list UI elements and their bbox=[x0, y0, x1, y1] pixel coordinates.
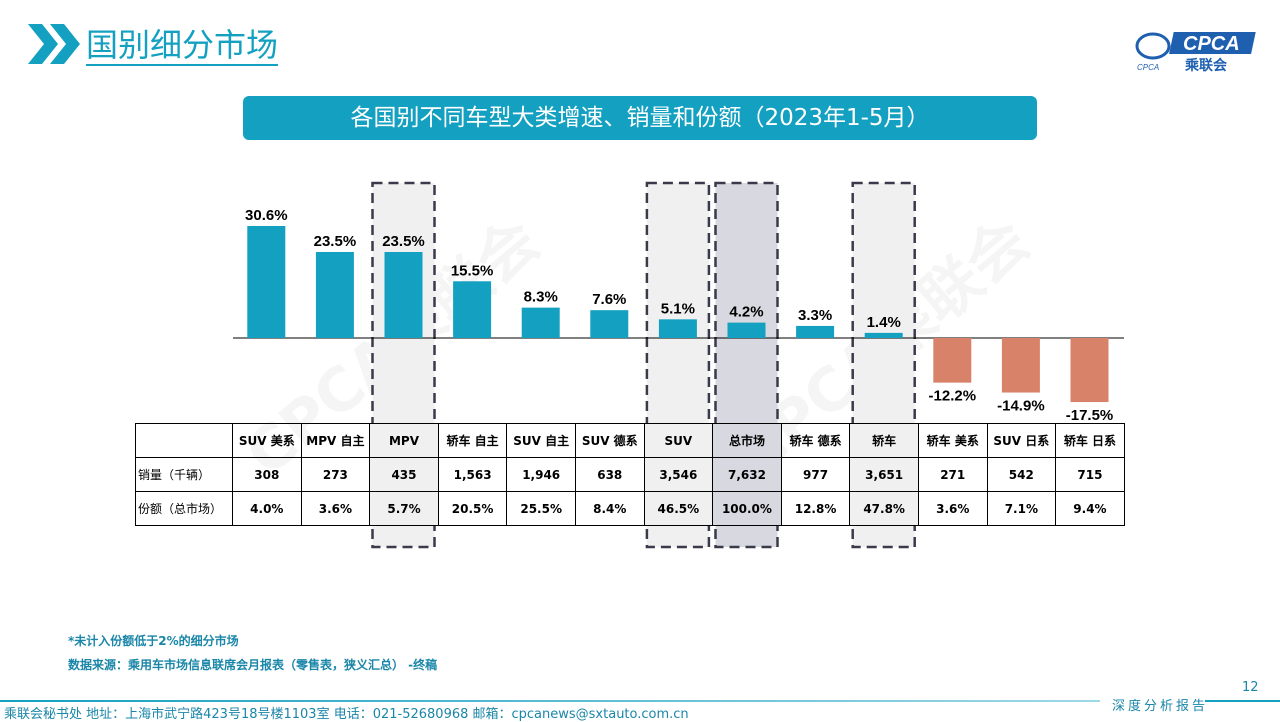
data-label: 15.5% bbox=[451, 262, 494, 279]
column-header: 轿车 日系 bbox=[1055, 423, 1125, 458]
column-header: SUV 美系 bbox=[232, 423, 302, 458]
table-cell: 542 bbox=[986, 457, 1057, 492]
bar bbox=[1001, 338, 1040, 393]
bar bbox=[933, 338, 972, 383]
bar bbox=[315, 251, 354, 338]
table-cell: 3,651 bbox=[849, 457, 919, 492]
bar bbox=[864, 332, 903, 338]
table-cell: 7.1% bbox=[986, 491, 1057, 526]
data-source: 数据来源：乘用车市场信息联席会月报表（零售表，狭义汇总） -终稿 bbox=[68, 658, 438, 672]
table-cell: 47.8% bbox=[849, 491, 919, 526]
table-cell: 100.0% bbox=[712, 491, 782, 526]
page-title: 国别细分市场 bbox=[86, 26, 279, 66]
column-header: MPV bbox=[369, 423, 439, 458]
column-header: SUV 德系 bbox=[574, 423, 645, 458]
row-label: 份额（总市场） bbox=[135, 491, 233, 526]
column-header: SUV 日系 bbox=[986, 423, 1057, 458]
column-header: SUV bbox=[643, 423, 714, 458]
data-label: 5.1% bbox=[661, 300, 695, 317]
bar bbox=[521, 307, 560, 338]
bar bbox=[453, 281, 492, 338]
data-label: 1.4% bbox=[867, 314, 901, 331]
column-header: 轿车 德系 bbox=[780, 423, 851, 458]
table-cell: 7,632 bbox=[712, 457, 782, 492]
footnote: *未计入份额低于2%的细分市场 bbox=[68, 634, 239, 648]
bar bbox=[658, 319, 697, 338]
table-cell: 435 bbox=[369, 457, 439, 492]
table-cell: 20.5% bbox=[437, 491, 508, 526]
data-label: 3.3% bbox=[798, 307, 832, 324]
page-number: 12 bbox=[1242, 680, 1259, 695]
column-header: 总市场 bbox=[712, 423, 782, 458]
row-label: 销量（千辆） bbox=[135, 457, 233, 492]
table-cell: 273 bbox=[300, 457, 371, 492]
footer-address: 乘联会秘书处 地址：上海市武宁路423号18号楼1103室 电话：021-526… bbox=[4, 707, 689, 722]
table-cell: 25.5% bbox=[506, 491, 576, 526]
table-cell: 3,546 bbox=[643, 457, 714, 492]
table-row: 份额（总市场） 4.0% 3.6% 5.7% 20.5% 25.5% 8.4% 46.5% 10… bbox=[135, 491, 1125, 526]
data-label: -12.2% bbox=[929, 388, 977, 405]
divider bbox=[1205, 700, 1280, 702]
data-label: 8.3% bbox=[524, 289, 558, 306]
table-cell: 8.4% bbox=[574, 491, 645, 526]
report-tag: 深度分析报告 bbox=[1112, 699, 1209, 714]
chart-banner-title: 各国别不同车型大类增速、销量和份额（2023年1-5月） bbox=[243, 96, 1037, 140]
table-header-row: SUV 美系 MPV 自主 MPV 轿车 自主 SUV 自主 SUV 德系 SUV 总市场 轿车… bbox=[135, 423, 1125, 458]
svg-text:CPCA: CPCA bbox=[1137, 63, 1159, 72]
data-label: 30.6% bbox=[245, 207, 288, 224]
data-label: -14.9% bbox=[997, 398, 1045, 415]
column-header: 轿车 美系 bbox=[917, 423, 988, 458]
table-cell: 46.5% bbox=[643, 491, 714, 526]
bar bbox=[590, 310, 629, 338]
table-cell: 1,563 bbox=[437, 457, 508, 492]
data-label: -17.5% bbox=[1066, 407, 1114, 424]
column-header: 轿车 自主 bbox=[437, 423, 508, 458]
data-label: 23.5% bbox=[382, 233, 425, 250]
table-corner bbox=[135, 423, 233, 458]
data-label: 7.6% bbox=[592, 291, 626, 308]
table-cell: 4.0% bbox=[232, 491, 302, 526]
column-header: 轿车 bbox=[849, 423, 919, 458]
column-header: MPV 自主 bbox=[300, 423, 371, 458]
data-label: 23.5% bbox=[314, 233, 357, 250]
table-cell: 1,946 bbox=[506, 457, 576, 492]
bar bbox=[384, 251, 423, 338]
table-cell: 271 bbox=[917, 457, 988, 492]
table-cell: 308 bbox=[232, 457, 302, 492]
svg-text:乘联会: 乘联会 bbox=[1184, 57, 1228, 74]
table-cell: 9.4% bbox=[1055, 491, 1125, 526]
data-label: 4.2% bbox=[729, 304, 763, 321]
data-table: SUV 美系 MPV 自主 MPV 轿车 自主 SUV 自主 SUV 德系 SUV 总市场 轿车… bbox=[135, 423, 1125, 526]
chevron-icon bbox=[28, 24, 80, 64]
column-header: SUV 自主 bbox=[506, 423, 576, 458]
table-cell: 715 bbox=[1055, 457, 1125, 492]
table-cell: 12.8% bbox=[780, 491, 851, 526]
table-cell: 977 bbox=[780, 457, 851, 492]
table-row: 销量（千辆） 308 273 435 1,563 1,946 638 3,546 7,632 97… bbox=[135, 457, 1125, 492]
bar bbox=[796, 325, 835, 338]
table-cell: 5.7% bbox=[369, 491, 439, 526]
bar bbox=[727, 322, 766, 338]
bar bbox=[1070, 338, 1109, 403]
table-cell: 3.6% bbox=[917, 491, 988, 526]
table-cell: 638 bbox=[574, 457, 645, 492]
divider bbox=[0, 700, 1100, 702]
bar bbox=[247, 226, 286, 338]
table-cell: 3.6% bbox=[300, 491, 371, 526]
cpca-logo: CPCA 乘联会 CPCA bbox=[1135, 32, 1256, 74]
svg-text:CPCA: CPCA bbox=[1183, 33, 1240, 55]
